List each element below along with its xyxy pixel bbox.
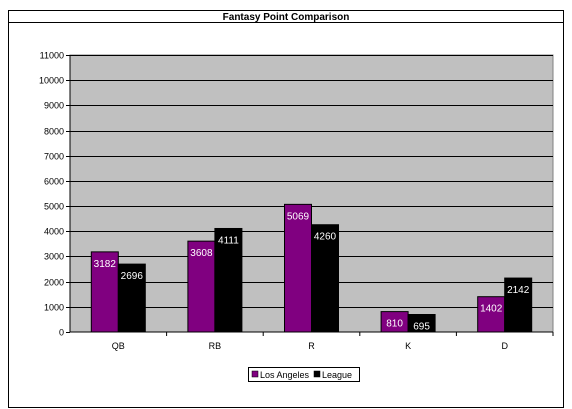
y-tick-label: 3000	[44, 252, 64, 262]
data-label: 695	[413, 321, 430, 332]
y-tick-label: 7000	[44, 152, 64, 162]
y-tick-label: 2000	[44, 278, 64, 288]
legend-label-los-angeles: Los Angeles	[260, 370, 310, 380]
x-tick-label: K	[405, 341, 411, 351]
y-tick-label: 6000	[44, 177, 64, 187]
legend-swatch-league	[313, 370, 321, 378]
y-axis-ticks: 0 1000 2000 3000 4000 5000 6000 7000 8000 9000 100…	[39, 51, 70, 338]
legend: Los Angeles League	[248, 367, 360, 382]
x-tick-label: QB	[112, 341, 125, 351]
y-tick-label: 9000	[44, 101, 64, 111]
x-tick-label: D	[501, 341, 508, 351]
bar-league-qb	[117, 263, 146, 333]
data-label: 3608	[190, 248, 213, 259]
data-labels: 3182 2696 3608 4111 5069 4260 810 695 1402 2142	[94, 211, 530, 332]
bar-league-rb	[214, 227, 243, 333]
data-label: 810	[386, 319, 403, 330]
y-tick-label: 8000	[44, 127, 64, 137]
data-label: 4111	[218, 235, 239, 246]
data-label: 3182	[94, 259, 117, 270]
x-tick-label: R	[308, 341, 315, 351]
bar-los-angeles-rb	[187, 240, 216, 333]
bar-los-angeles-qb	[90, 251, 119, 333]
y-tick-label: 10000	[39, 76, 64, 86]
legend-label-league: League	[322, 370, 352, 380]
y-tick-label: 11000	[40, 51, 64, 61]
x-tick-label: RB	[209, 341, 222, 351]
data-label: 2142	[507, 285, 530, 296]
title-box	[8, 10, 564, 23]
y-tick-label: 4000	[44, 227, 64, 237]
legend-box	[248, 367, 360, 382]
data-label: 5069	[287, 211, 310, 222]
data-label: 4260	[314, 232, 337, 243]
gridlines	[70, 55, 553, 308]
y-tick-label: 5000	[44, 202, 64, 212]
data-label: 2696	[121, 271, 144, 282]
bar-league-r	[311, 224, 339, 333]
bar-los-angeles-r	[284, 203, 312, 333]
chart-title: Fantasy Point Comparison	[223, 12, 350, 23]
bar-los-angeles-d	[477, 296, 506, 333]
data-label: 1402	[480, 304, 503, 315]
y-tick-label: 1000	[44, 303, 64, 313]
legend-swatch-los-angeles	[251, 370, 259, 378]
x-axis-ticks: QB RB R K D	[112, 332, 554, 351]
y-tick-label: 0	[59, 328, 64, 338]
